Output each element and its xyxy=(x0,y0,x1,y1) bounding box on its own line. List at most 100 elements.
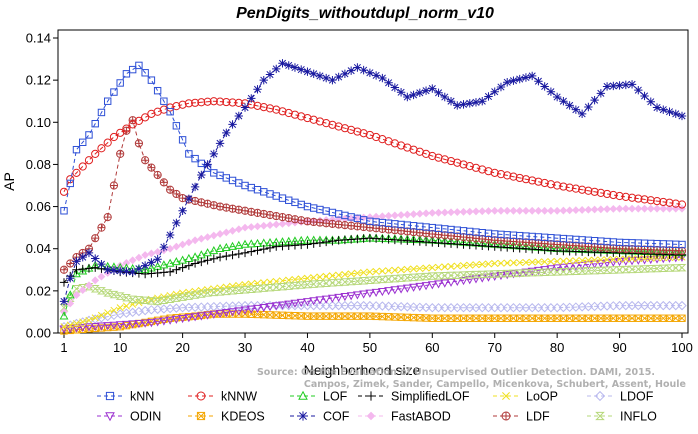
chart-title: PenDigits_withoutdupl_norm_v10 xyxy=(236,5,494,22)
point-marker xyxy=(103,322,113,331)
point-marker xyxy=(390,274,400,283)
series-line xyxy=(63,62,683,302)
point-marker-plus xyxy=(454,233,461,240)
point-marker xyxy=(266,190,274,198)
point-marker xyxy=(290,300,300,311)
point-marker-x xyxy=(378,313,386,321)
point-marker xyxy=(310,274,318,282)
point-marker xyxy=(609,204,618,213)
point-marker xyxy=(328,75,337,85)
point-marker xyxy=(246,305,256,314)
point-marker xyxy=(565,183,574,192)
y-tick-label: 0.06 xyxy=(26,199,51,214)
point-marker xyxy=(621,204,630,213)
point-marker-plus xyxy=(291,216,299,223)
point-marker xyxy=(353,269,361,277)
point-marker xyxy=(503,259,511,267)
x-tick-label: 70 xyxy=(487,340,501,355)
point-marker xyxy=(484,207,493,215)
point-marker-plus xyxy=(435,231,442,238)
point-marker xyxy=(209,97,218,106)
point-marker xyxy=(296,281,306,289)
point-marker xyxy=(584,256,592,264)
point-marker-plus xyxy=(179,194,186,202)
point-marker xyxy=(335,271,343,279)
point-marker xyxy=(634,204,643,213)
point-marker xyxy=(671,264,681,272)
point-marker xyxy=(546,87,556,96)
point-marker xyxy=(484,92,493,101)
point-marker xyxy=(621,80,631,90)
point-marker xyxy=(340,293,350,302)
point-marker-plus xyxy=(204,200,211,207)
point-marker xyxy=(297,112,306,121)
point-marker xyxy=(596,205,605,214)
point-marker xyxy=(240,103,250,112)
point-marker-x xyxy=(591,314,599,322)
point-marker xyxy=(571,184,580,193)
point-marker-x xyxy=(341,312,349,320)
point-marker xyxy=(234,249,243,259)
point-marker xyxy=(490,303,500,313)
point-marker xyxy=(328,219,337,228)
point-marker xyxy=(391,266,399,274)
point-marker xyxy=(433,303,444,313)
point-marker xyxy=(190,291,200,299)
point-marker xyxy=(153,255,162,264)
legend-label: LoOP xyxy=(526,390,558,404)
legend-item-lof: LOF xyxy=(290,390,348,404)
point-marker xyxy=(591,256,599,264)
point-marker xyxy=(521,303,531,313)
point-marker-x xyxy=(653,314,661,322)
point-marker xyxy=(428,151,437,161)
point-marker xyxy=(665,264,674,272)
point-marker-x xyxy=(428,314,436,322)
point-marker xyxy=(547,258,555,266)
point-marker xyxy=(352,277,362,285)
point-marker xyxy=(60,323,68,331)
point-marker xyxy=(434,263,443,271)
point-marker xyxy=(259,284,269,292)
point-marker xyxy=(533,303,544,313)
point-marker xyxy=(228,287,237,295)
x-axis: 1 10 20 30 40 50 60 70 80 90 100 xyxy=(60,333,693,355)
series-simplifiedlof xyxy=(59,233,687,287)
point-marker-x xyxy=(278,311,287,319)
x-tick-label: 100 xyxy=(671,340,693,355)
point-marker xyxy=(103,265,112,274)
point-marker-plus xyxy=(647,246,654,253)
point-marker xyxy=(558,267,568,276)
series-ldof xyxy=(59,300,687,332)
point-marker xyxy=(565,101,574,110)
point-marker xyxy=(559,206,568,215)
point-marker-plus xyxy=(241,207,249,214)
point-marker xyxy=(639,300,650,311)
point-marker xyxy=(472,207,480,216)
point-marker-plus xyxy=(672,247,679,254)
point-marker xyxy=(447,208,455,217)
point-marker xyxy=(166,108,174,116)
point-marker-x xyxy=(459,314,468,322)
point-marker xyxy=(298,411,308,421)
point-marker xyxy=(402,274,412,282)
series-knn xyxy=(60,61,686,249)
point-marker xyxy=(377,301,388,311)
point-marker xyxy=(85,281,93,290)
point-marker-plus xyxy=(98,224,105,231)
point-marker xyxy=(515,206,524,215)
point-marker xyxy=(540,206,549,215)
point-marker xyxy=(322,272,330,280)
point-marker xyxy=(553,181,562,190)
point-marker xyxy=(594,390,606,402)
point-marker xyxy=(484,260,493,268)
point-marker xyxy=(509,259,518,267)
point-marker xyxy=(366,411,376,421)
point-marker-plus xyxy=(191,197,199,205)
point-marker-plus xyxy=(610,245,617,252)
point-marker xyxy=(109,290,119,299)
point-marker xyxy=(209,245,219,255)
point-marker xyxy=(265,243,275,253)
point-marker xyxy=(458,303,469,313)
x-tick-label: 90 xyxy=(612,340,626,355)
series-line xyxy=(63,256,683,330)
